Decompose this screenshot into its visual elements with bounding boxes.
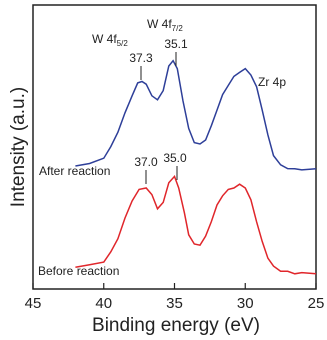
y-axis-title: Intensity (a.u.) [8,87,29,207]
x-tick-label: 30 [237,295,254,312]
annotation-w4f72: W 4f7/2 [147,17,183,33]
x-tick-label: 35 [166,295,183,312]
annotation-after-35-1: 35.1 [164,37,188,51]
series-after-reaction-line [75,59,317,171]
series-label-before-reaction: Before reaction [38,264,119,278]
x-tick-label: 45 [25,295,42,312]
series-before-reaction-line [75,174,317,275]
annotation-w4f52: W 4f5/2 [92,32,128,48]
annotation-zr-4p: Zr 4p [258,75,286,89]
annotation-w4f52-base: W 4f [92,32,117,46]
x-axis-ticks: 45 40 35 30 25 [25,283,325,312]
x-tick-label: 40 [95,295,112,312]
x-axis-title: Binding energy (eV) [92,315,260,336]
x-tick-label: 25 [308,295,325,312]
series-label-after-reaction: After reaction [39,164,110,178]
annotation-after-37-3: 37.3 [129,51,153,65]
annotation-before-35-0: 35.0 [163,151,187,165]
annotation-w4f52-sub: 5/2 [117,39,129,48]
annotation-w4f72-base: W 4f [147,17,172,31]
annotation-before-37-0: 37.0 [134,155,158,169]
annotation-w4f72-sub: 7/2 [172,24,184,33]
